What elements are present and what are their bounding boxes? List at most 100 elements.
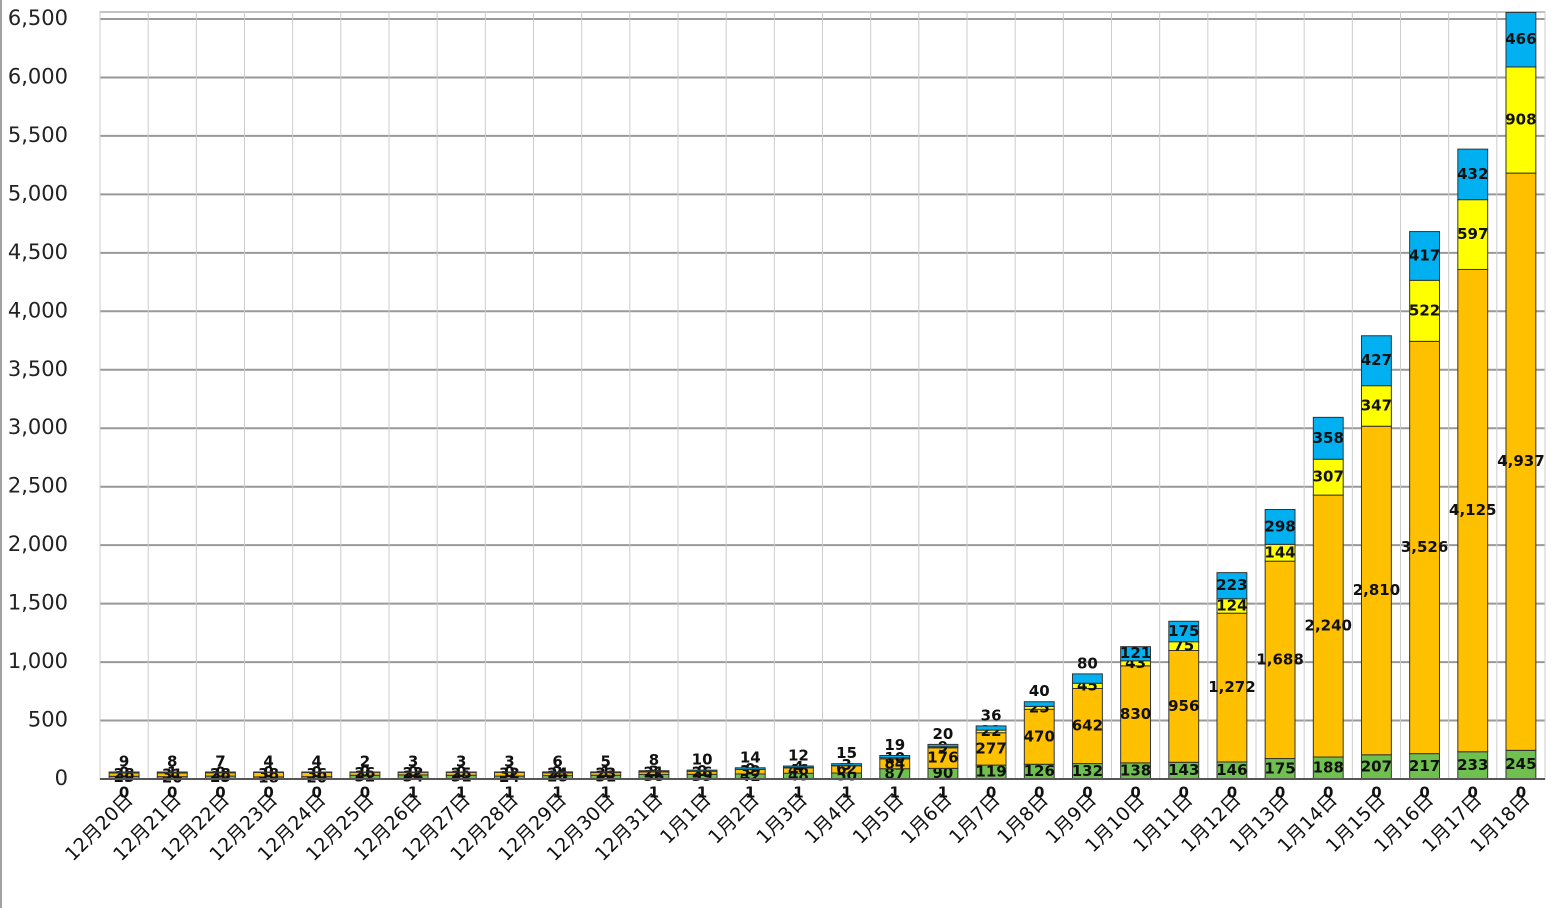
value-label: 2 — [360, 752, 370, 770]
bar-segment — [1023, 708, 1055, 765]
bar-segment — [1457, 751, 1489, 780]
value-label: 0 — [1419, 784, 1429, 802]
value-label: 26 — [354, 764, 375, 782]
value-label: 10 — [692, 751, 713, 769]
value-label: 40 — [1029, 682, 1050, 700]
value-label: 358 — [1313, 429, 1344, 447]
bar-segment — [1312, 458, 1344, 496]
value-label: 0 — [1130, 784, 1140, 802]
value-label: 4 — [263, 752, 273, 770]
bar-segment — [1312, 416, 1344, 460]
bar-segment — [831, 763, 863, 766]
value-label: 956 — [1168, 697, 1199, 715]
value-label: 36 — [981, 706, 1002, 724]
bar-segment — [1168, 620, 1200, 643]
bar-segment — [1360, 335, 1392, 387]
value-label: 9 — [119, 752, 129, 770]
bar-segment — [1071, 673, 1103, 684]
bar-segment — [975, 725, 1007, 731]
value-label: 21 — [643, 764, 664, 782]
bar-segment — [734, 767, 766, 770]
value-label: 0 — [986, 784, 996, 802]
value-label: 175 — [1168, 622, 1199, 640]
value-label: 132 — [1072, 762, 1103, 780]
bar-segment — [1360, 425, 1392, 756]
bar-segment — [1409, 279, 1441, 342]
y-tick-label: 4,500 — [8, 240, 68, 264]
y-tick-label: 3,500 — [8, 357, 68, 381]
value-label: 1 — [841, 784, 851, 802]
value-label: 0 — [1227, 784, 1237, 802]
bar-segment — [1312, 494, 1344, 758]
value-label: 20 — [932, 725, 953, 743]
bar-segment — [927, 743, 959, 748]
y-tick-label: 5,000 — [8, 181, 68, 205]
value-label: 1 — [552, 784, 562, 802]
y-tick-label: 6,500 — [8, 6, 68, 30]
bar-segment — [1457, 199, 1489, 270]
bar-segment — [1409, 231, 1441, 281]
bar-segment — [879, 754, 911, 759]
value-label: 2,810 — [1353, 581, 1400, 599]
bar-segment — [1264, 508, 1296, 545]
y-tick-label: 1,500 — [8, 591, 68, 615]
value-label: 522 — [1409, 301, 1440, 319]
value-label: 1 — [601, 784, 611, 802]
value-label: 119 — [975, 763, 1006, 781]
bar-segment — [1023, 701, 1055, 707]
value-label: 3 — [504, 752, 514, 770]
value-label: 908 — [1505, 111, 1536, 129]
value-label: 0 — [312, 784, 322, 802]
value-label: 4,937 — [1497, 452, 1544, 470]
bar-segment — [542, 771, 574, 774]
bar-segment — [1120, 646, 1152, 662]
bar-segment — [156, 771, 188, 774]
value-label: 2,240 — [1305, 617, 1352, 635]
value-label: 0 — [1179, 784, 1189, 802]
value-label: 1 — [793, 784, 803, 802]
value-label: 0 — [215, 784, 225, 802]
value-label: 466 — [1505, 30, 1536, 48]
y-tick-label: 2,500 — [8, 474, 68, 498]
bar-segment — [975, 732, 1007, 766]
value-label: 23 — [595, 764, 616, 782]
value-label: 126 — [1024, 762, 1055, 780]
bar-segment — [1505, 749, 1537, 780]
value-label: 597 — [1457, 225, 1488, 243]
bar-segment — [1071, 688, 1103, 765]
value-label: 0 — [1468, 784, 1478, 802]
bar-segment — [1264, 560, 1296, 760]
bar-segment — [204, 771, 236, 774]
value-label: 25 — [451, 764, 472, 782]
value-label: 207 — [1361, 757, 1392, 775]
value-label: 0 — [1275, 784, 1285, 802]
bar-segment — [590, 771, 622, 773]
value-label: 6 — [552, 752, 562, 770]
value-label: 217 — [1409, 757, 1440, 775]
value-label: 642 — [1072, 717, 1103, 735]
value-label: 8 — [167, 752, 177, 770]
value-label: 25 — [1029, 698, 1050, 716]
value-label: 124 — [1216, 596, 1247, 614]
bar-segment — [782, 765, 814, 768]
value-label: 39 — [740, 762, 761, 780]
value-label: 7 — [215, 752, 225, 770]
value-label: 427 — [1361, 351, 1392, 369]
value-label: 1 — [697, 784, 707, 802]
value-label: 3 — [456, 752, 466, 770]
value-label: 1 — [745, 784, 755, 802]
y-tick-label: 0 — [55, 766, 68, 790]
value-label: 4 — [312, 752, 322, 770]
bar-segment — [1120, 665, 1152, 764]
value-label: 830 — [1120, 705, 1151, 723]
y-tick-label: 3,000 — [8, 415, 68, 439]
bar-segment — [1409, 753, 1441, 780]
value-label: 26 — [692, 763, 713, 781]
value-label: 0 — [167, 784, 177, 802]
value-label: 1 — [938, 784, 948, 802]
value-label: 470 — [1024, 727, 1055, 745]
value-label: 146 — [1216, 761, 1247, 779]
value-label: 0 — [263, 784, 273, 802]
value-label: 12 — [788, 747, 809, 765]
